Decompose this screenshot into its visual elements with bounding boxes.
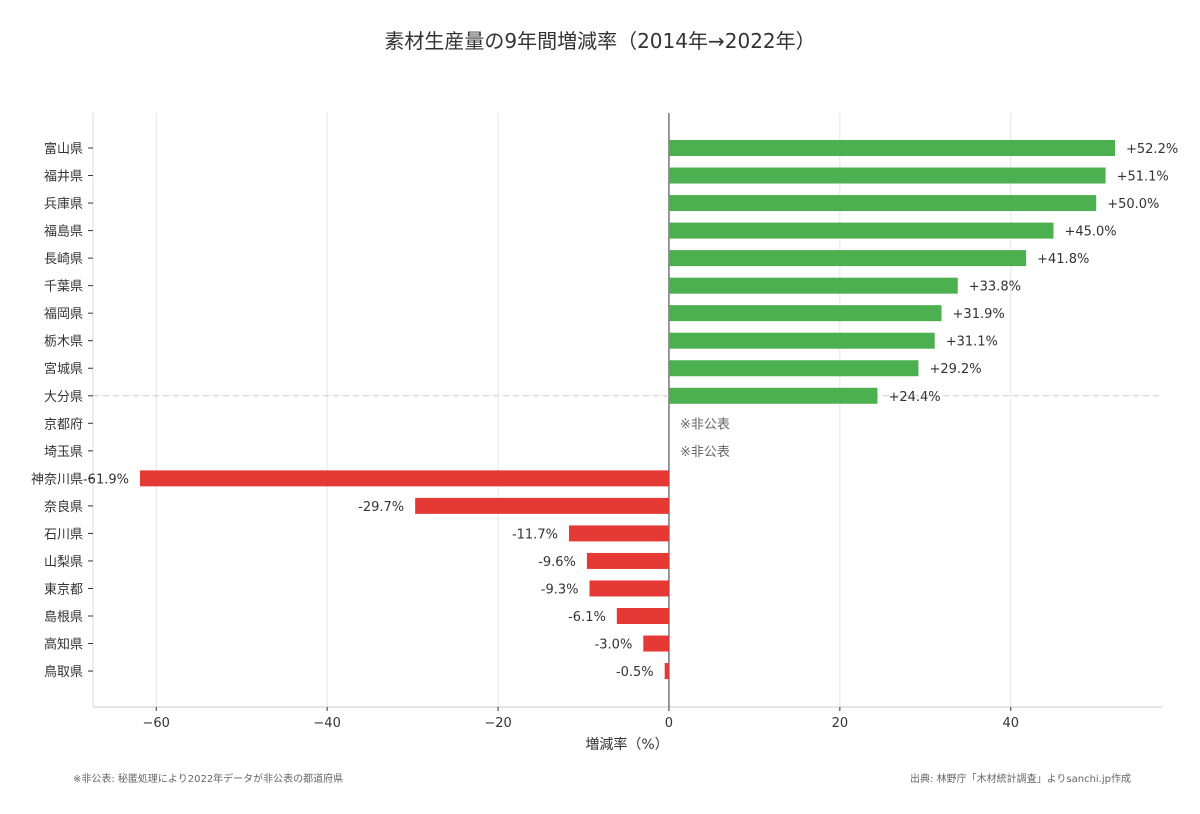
data-label: +29.2% (929, 362, 981, 377)
y-tick-label: 石川県 (44, 527, 83, 542)
y-tick-label: 宮城県 (44, 361, 83, 377)
x-tick-label: −20 (484, 716, 511, 731)
bar (139, 470, 669, 487)
x-tick-label: −60 (143, 716, 170, 731)
y-tick-label: 千葉県 (44, 280, 83, 295)
bar (668, 140, 1116, 156)
footnote: ※非公表: 秘匿処理により2022年データが非公表の都道府県 (73, 772, 343, 785)
y-tick-label: 大分県 (44, 390, 83, 405)
undisclosed-label: ※非公表 (680, 417, 730, 432)
bar (668, 277, 958, 294)
data-label: -9.6% (538, 555, 576, 570)
x-axis-label: 増減率（%） (585, 736, 668, 753)
y-tick-label: 島根県 (44, 610, 83, 625)
x-tick-label: 40 (1002, 716, 1019, 731)
data-label: +24.4% (888, 390, 940, 405)
bar (643, 635, 669, 652)
y-tick-label: 京都府 (44, 417, 83, 432)
y-tick-label: 鳥取県 (44, 665, 83, 680)
y-tick-label: 東京都 (44, 581, 83, 597)
source-note: 出典: 林野庁「木材統計調査」よりsanchi.jp作成 (910, 772, 1131, 785)
y-tick-label: 兵庫県 (44, 197, 83, 212)
bar (568, 525, 669, 542)
data-label: +41.8% (1037, 252, 1089, 267)
data-label: -29.7% (358, 500, 404, 515)
data-label: -6.1% (568, 610, 606, 625)
y-tick-label: 奈良県 (44, 499, 83, 515)
bar (668, 222, 1054, 239)
bar (616, 608, 669, 625)
bar (664, 663, 669, 680)
undisclosed-label: ※非公表 (680, 445, 730, 460)
y-tick-label: 埼玉県 (44, 445, 83, 460)
bar (668, 250, 1027, 267)
y-tick-label: 福井県 (44, 170, 83, 185)
chart-title: 素材生産量の9年間増減率（2014年→2022年） (384, 29, 815, 53)
data-label: -61.9% (83, 472, 129, 487)
data-label: +31.9% (953, 307, 1005, 322)
bar (668, 387, 878, 404)
x-tick-label: 0 (665, 716, 673, 731)
x-tick-label: −40 (313, 716, 340, 731)
bar (668, 167, 1106, 184)
bar (415, 497, 669, 514)
y-tick-label: 神奈川県 (31, 472, 83, 487)
bar (668, 332, 935, 349)
bar (668, 195, 1097, 212)
data-label: -0.5% (616, 665, 654, 680)
bar (589, 580, 669, 597)
data-label: +52.2% (1126, 142, 1178, 157)
bar (668, 305, 942, 322)
y-tick-label: 山梨県 (44, 555, 83, 570)
y-tick-label: 富山県 (44, 141, 83, 157)
data-label: +51.1% (1117, 170, 1169, 185)
bar (586, 552, 669, 569)
y-tick-label: 栃木県 (44, 335, 83, 350)
data-label: -9.3% (541, 582, 579, 597)
y-tick-label: 福島県 (44, 225, 83, 240)
data-label: -11.7% (512, 527, 558, 542)
y-tick-label: 高知県 (44, 637, 83, 653)
y-tick-label: 福岡県 (44, 307, 83, 322)
data-label: +50.0% (1107, 197, 1159, 212)
y-tick-label: 長崎県 (44, 252, 83, 267)
data-label: -3.0% (595, 638, 633, 653)
data-label: +31.1% (946, 335, 998, 350)
x-tick-label: 20 (832, 716, 849, 731)
data-label: +33.8% (969, 280, 1021, 295)
bar (668, 360, 919, 377)
data-label: +45.0% (1064, 225, 1116, 240)
